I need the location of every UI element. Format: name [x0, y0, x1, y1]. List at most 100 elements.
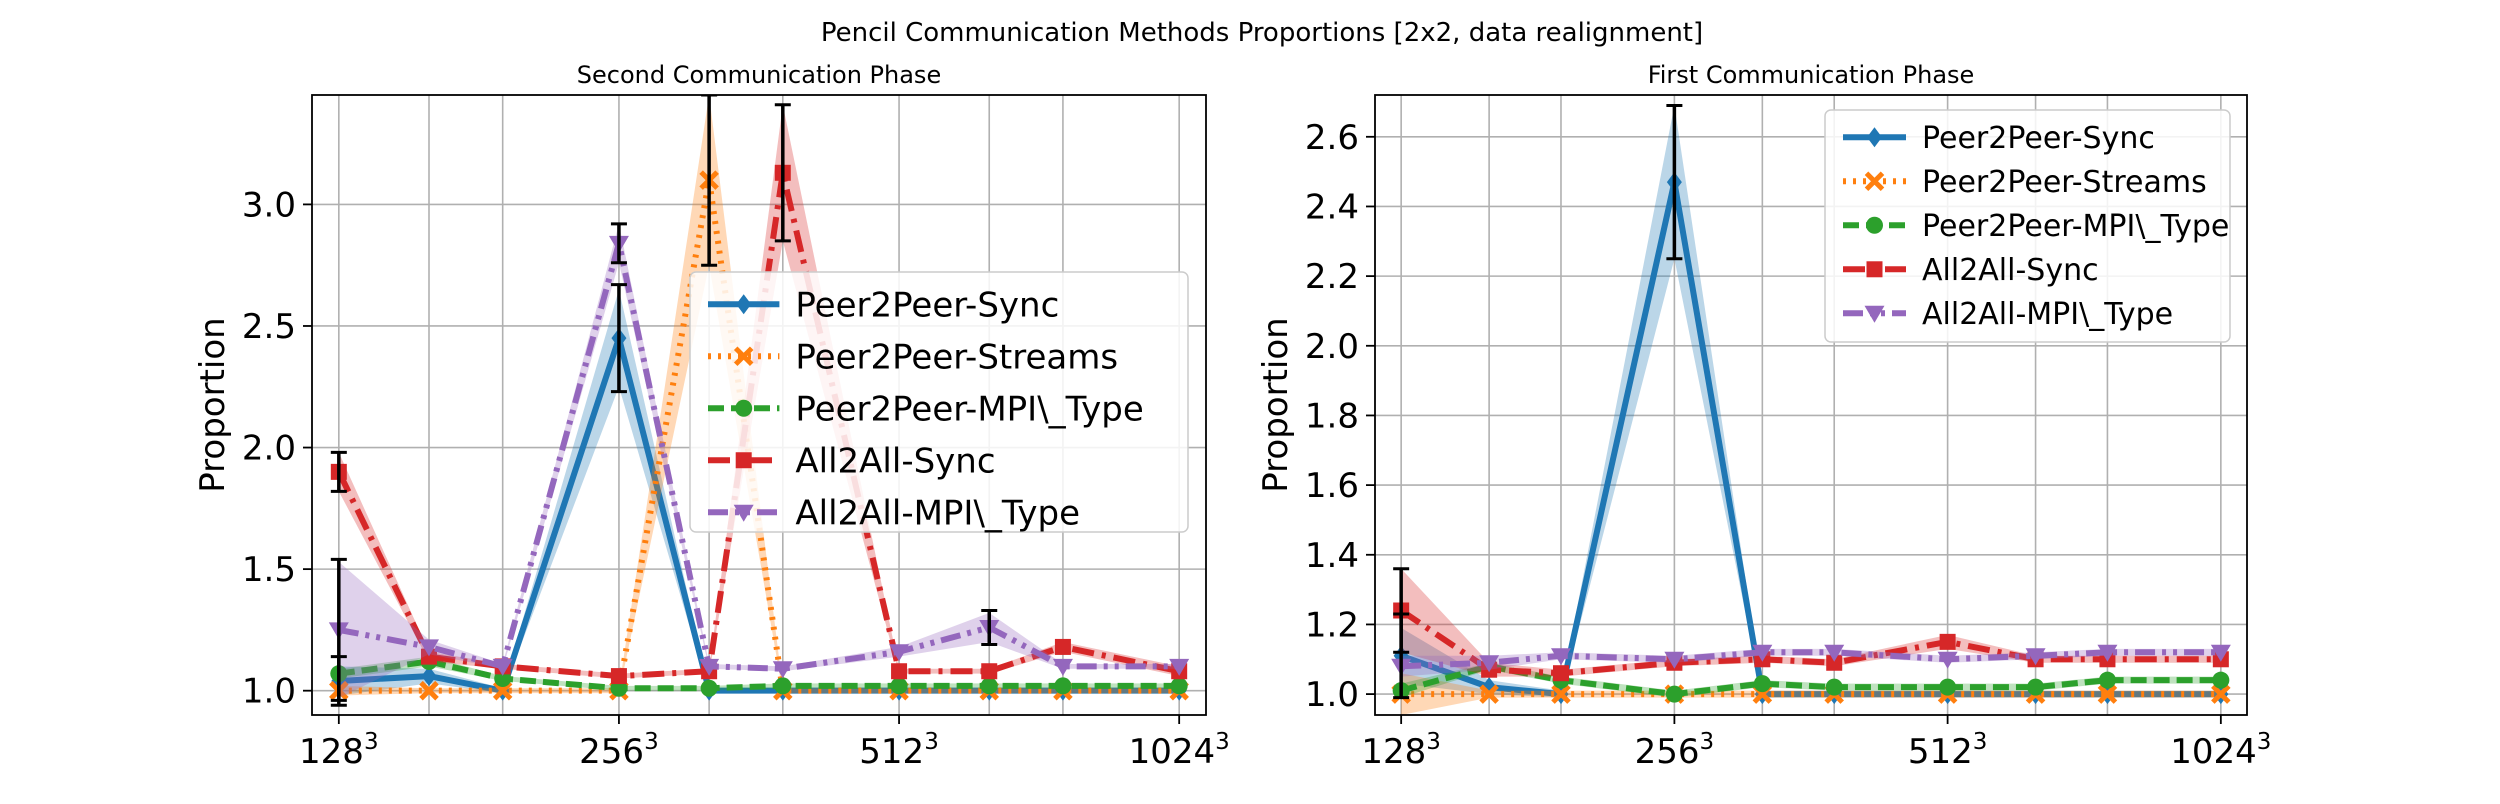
data-point [1665, 685, 1683, 703]
series-all2all-mpi-type [1391, 644, 2231, 677]
legend-label: All2All-Sync [795, 441, 995, 481]
axes-frame [1374, 94, 2248, 716]
series-layer [1391, 105, 2231, 715]
series-all2all-sync [1393, 568, 2229, 682]
legend-marker [1866, 216, 1883, 234]
error-bars [330, 95, 998, 707]
data-point [700, 679, 718, 697]
x-tick-label: 5123 [859, 729, 939, 772]
data-point [2027, 678, 2045, 696]
y-tick-label: 1.0 [1305, 675, 1359, 715]
data-point [2097, 684, 2118, 704]
legend-item-all2all-mpi-type: All2All-MPI\_Type [708, 493, 1080, 533]
data-point [2212, 671, 2230, 689]
x-tick-label: 1283 [1361, 729, 1441, 772]
series-line [336, 169, 1180, 680]
series-band [1401, 673, 2221, 715]
axes-frame [311, 94, 1207, 716]
legend-item-all2all-mpi-type: All2All-MPI\_Type [1843, 297, 2173, 332]
data-point [1054, 638, 1071, 655]
data-point [2098, 671, 2116, 689]
panel-title: First Communication Phase [1648, 61, 1975, 89]
data-point [1753, 675, 1771, 693]
data-point [419, 680, 439, 701]
legend-label: Peer2Peer-Sync [795, 285, 1059, 325]
data-point [1551, 684, 1571, 704]
series-line [1401, 649, 2221, 670]
data-point [421, 666, 437, 687]
data-point [1752, 644, 1773, 662]
legend-marker [1866, 261, 1883, 278]
data-point [772, 661, 793, 679]
legend-item-peer2peer-mpi-type: Peer2Peer-MPI\_Type [1843, 209, 2229, 244]
legend-label: All2All-MPI\_Type [795, 493, 1080, 533]
data-point [492, 658, 513, 676]
legend-item-peer2peer-mpi-type: Peer2Peer-MPI\_Type [708, 389, 1144, 429]
data-point [1054, 677, 1072, 695]
data-point [891, 663, 908, 680]
y-tick-label: 2.6 [1305, 118, 1359, 158]
data-point [1479, 684, 1499, 704]
x-tick-label: 2563 [579, 729, 659, 772]
legend-marker [733, 346, 754, 367]
data-point [699, 658, 720, 676]
panel-title: Second Communication Phase [577, 61, 941, 89]
data-point [1937, 651, 1958, 669]
data-point [1550, 648, 1571, 666]
y-tick-label: 2.2 [1305, 257, 1359, 297]
panel-first-phase: 1.0 1.2 1.4 1.6 1.8 2.0 2.2 2.4 2.6 1283 2563 5123 1… [1256, 61, 2271, 772]
error-bars [1393, 103, 1683, 700]
figure-suptitle: Pencil Communication Methods Proportions… [821, 18, 1703, 48]
legend-marker [735, 399, 753, 417]
y-tick-label: 1.8 [1305, 396, 1359, 436]
legend-item-peer2peer-sync: Peer2Peer-Sync [708, 285, 1059, 325]
data-point [980, 677, 998, 695]
series-all2all-mpi-type [328, 223, 1190, 698]
series-layer [328, 95, 1190, 701]
legend-item-all2all-sync: All2All-Sync [708, 441, 996, 481]
data-point [2211, 684, 2231, 704]
legend-marker [736, 294, 752, 315]
y-tick-label: 2.0 [1305, 327, 1359, 367]
x-tick-label: 1283 [299, 729, 379, 772]
y-tick-label: 1.2 [1305, 605, 1359, 645]
data-point [981, 663, 998, 680]
y-tick-label: 2.5 [242, 307, 296, 347]
data-point [1052, 658, 1073, 676]
legend-label: Peer2Peer-Streams [795, 337, 1118, 377]
data-point [1169, 658, 1190, 676]
y-tick-label: 1.4 [1305, 536, 1359, 576]
y-axis-label: Proportion [1256, 317, 1296, 492]
legend-item-peer2peer-streams: Peer2Peer-Streams [1843, 165, 2207, 200]
y-axis-label: Proportion [193, 317, 233, 492]
legend-marker [733, 504, 754, 522]
data-point [610, 668, 627, 685]
data-point [1479, 655, 1500, 673]
legend-item-all2all-sync: All2All-Sync [1843, 253, 2099, 288]
legend-box [1824, 109, 2231, 343]
data-point [492, 680, 513, 701]
legend-item-peer2peer-sync: Peer2Peer-Sync [1843, 121, 2155, 156]
legend-label: All2All-MPI\_Type [1922, 297, 2173, 332]
data-point [2097, 644, 2118, 662]
series-band [338, 223, 1180, 698]
data-point [1939, 678, 1957, 696]
legend-marker [735, 452, 752, 469]
data-point [2025, 648, 2046, 666]
data-point [889, 644, 910, 662]
x-tick-label: 2563 [1635, 729, 1715, 772]
series-peer2peer-mpi-type [330, 653, 1188, 697]
series-line [338, 335, 1180, 694]
data-point [1939, 633, 1956, 650]
y-tick-label: 3.0 [242, 185, 296, 225]
data-point [420, 648, 437, 665]
legend-label: Peer2Peer-Sync [1922, 121, 2155, 156]
legend-label: Peer2Peer-MPI\_Type [1922, 209, 2229, 244]
legend-label: All2All-Sync [1922, 253, 2099, 288]
series-line [1399, 608, 2221, 677]
legend-marker [1867, 127, 1882, 148]
x-tick-label: 10243 [1129, 729, 1230, 772]
data-point [1825, 678, 1843, 696]
